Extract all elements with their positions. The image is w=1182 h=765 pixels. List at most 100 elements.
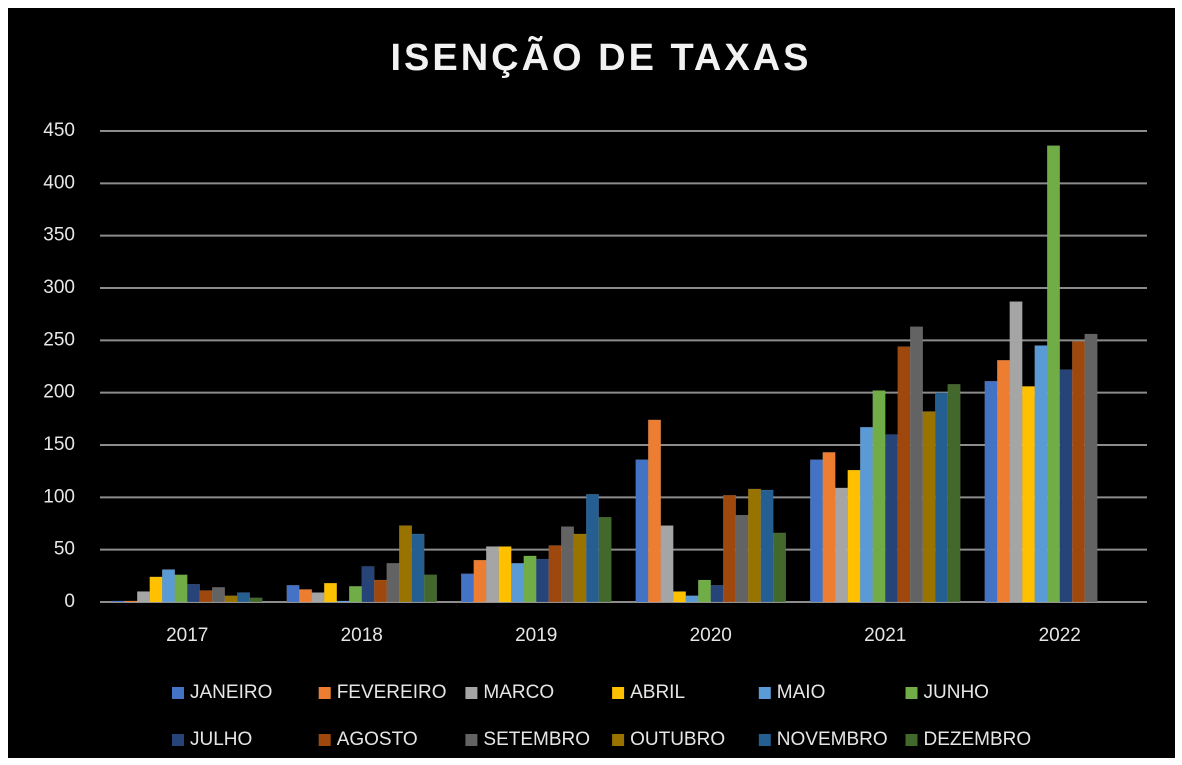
bar bbox=[1034, 345, 1048, 603]
bar bbox=[723, 494, 736, 603]
bar bbox=[536, 558, 549, 603]
bar bbox=[473, 559, 487, 603]
bar bbox=[149, 576, 163, 603]
bar bbox=[685, 595, 699, 603]
legend-swatch bbox=[172, 687, 184, 699]
x-tick-label: 2019 bbox=[515, 625, 557, 646]
bar bbox=[847, 469, 861, 603]
bar bbox=[361, 566, 375, 603]
bar bbox=[748, 488, 761, 603]
legend-swatch bbox=[905, 734, 918, 746]
legend-swatch bbox=[172, 734, 184, 746]
bar bbox=[822, 452, 836, 603]
legend-swatch bbox=[612, 734, 625, 746]
bar bbox=[648, 419, 661, 603]
bar bbox=[174, 574, 188, 603]
bar bbox=[660, 525, 674, 603]
legend-swatch bbox=[612, 687, 625, 699]
bar bbox=[561, 526, 574, 603]
bar bbox=[486, 546, 499, 603]
y-tick-label: 100 bbox=[43, 486, 75, 507]
bar bbox=[299, 589, 312, 603]
bar bbox=[162, 569, 175, 603]
bar bbox=[885, 434, 898, 603]
bar bbox=[773, 532, 786, 603]
y-tick-label: 300 bbox=[43, 277, 75, 298]
legend-swatch bbox=[905, 687, 918, 699]
bar bbox=[947, 384, 961, 603]
bar bbox=[922, 411, 936, 603]
bar bbox=[835, 487, 848, 603]
legend-label: SETEMBRO bbox=[483, 729, 590, 750]
bar bbox=[1009, 301, 1023, 603]
legend-label: AGOSTO bbox=[337, 729, 418, 750]
bar bbox=[237, 592, 250, 603]
bar bbox=[386, 563, 400, 603]
bar bbox=[511, 563, 524, 603]
bar bbox=[548, 545, 562, 603]
bar bbox=[598, 516, 612, 603]
bar bbox=[349, 586, 362, 603]
y-tick-label: 400 bbox=[43, 172, 75, 193]
x-tick-label: 2020 bbox=[690, 625, 732, 646]
bar bbox=[112, 600, 125, 603]
bar bbox=[212, 587, 225, 603]
bar bbox=[124, 600, 138, 603]
bar bbox=[984, 380, 998, 603]
legend-label: OUTUBRO bbox=[630, 729, 725, 750]
bar bbox=[760, 489, 774, 603]
chart-title: ISENÇÃO DE TAXAS bbox=[390, 35, 811, 79]
legend-label: JANEIRO bbox=[190, 682, 272, 703]
bar bbox=[860, 426, 873, 603]
chart-background bbox=[8, 8, 1175, 758]
bar bbox=[635, 459, 649, 603]
bar bbox=[735, 514, 749, 603]
bar bbox=[1084, 333, 1098, 603]
x-tick-label: 2022 bbox=[1039, 625, 1081, 646]
legend-swatch bbox=[758, 687, 771, 699]
legend-label: ABRIL bbox=[630, 682, 685, 703]
y-tick-label: 250 bbox=[43, 329, 75, 350]
x-tick-label: 2021 bbox=[864, 625, 906, 646]
y-tick-label: 50 bbox=[54, 539, 75, 560]
bar bbox=[199, 590, 213, 603]
bar bbox=[498, 546, 512, 603]
bar bbox=[810, 459, 823, 603]
bar bbox=[399, 525, 412, 603]
legend-label: DEZEMBRO bbox=[924, 729, 1032, 750]
bar bbox=[374, 579, 387, 603]
legend-swatch bbox=[758, 734, 771, 746]
bar bbox=[461, 573, 474, 603]
bar bbox=[523, 555, 537, 603]
bar bbox=[897, 346, 911, 603]
y-tick-label: 0 bbox=[64, 591, 75, 612]
bar bbox=[336, 600, 350, 603]
bar bbox=[872, 390, 886, 603]
x-tick-label: 2017 bbox=[166, 625, 208, 646]
bar bbox=[324, 582, 337, 603]
bar bbox=[249, 597, 263, 603]
bar bbox=[224, 595, 238, 603]
bar bbox=[573, 533, 587, 603]
bar bbox=[424, 574, 437, 603]
legend-swatch bbox=[465, 687, 478, 699]
bar bbox=[137, 591, 150, 603]
legend-swatch bbox=[318, 734, 331, 746]
bar bbox=[910, 326, 923, 603]
legend-label: JUNHO bbox=[924, 682, 989, 703]
bar bbox=[997, 359, 1010, 603]
legend-swatch bbox=[318, 687, 331, 699]
bar bbox=[935, 392, 948, 603]
y-tick-label: 450 bbox=[43, 120, 75, 141]
y-tick-label: 150 bbox=[43, 434, 75, 455]
legend-label: JULHO bbox=[190, 729, 252, 750]
bar bbox=[311, 592, 325, 603]
legend-label: NOVEMBRO bbox=[777, 729, 888, 750]
legend-swatch bbox=[465, 734, 478, 746]
bar bbox=[411, 533, 425, 603]
y-tick-label: 200 bbox=[43, 382, 75, 403]
bar bbox=[1022, 386, 1035, 603]
legend-label: MAIO bbox=[777, 682, 826, 703]
